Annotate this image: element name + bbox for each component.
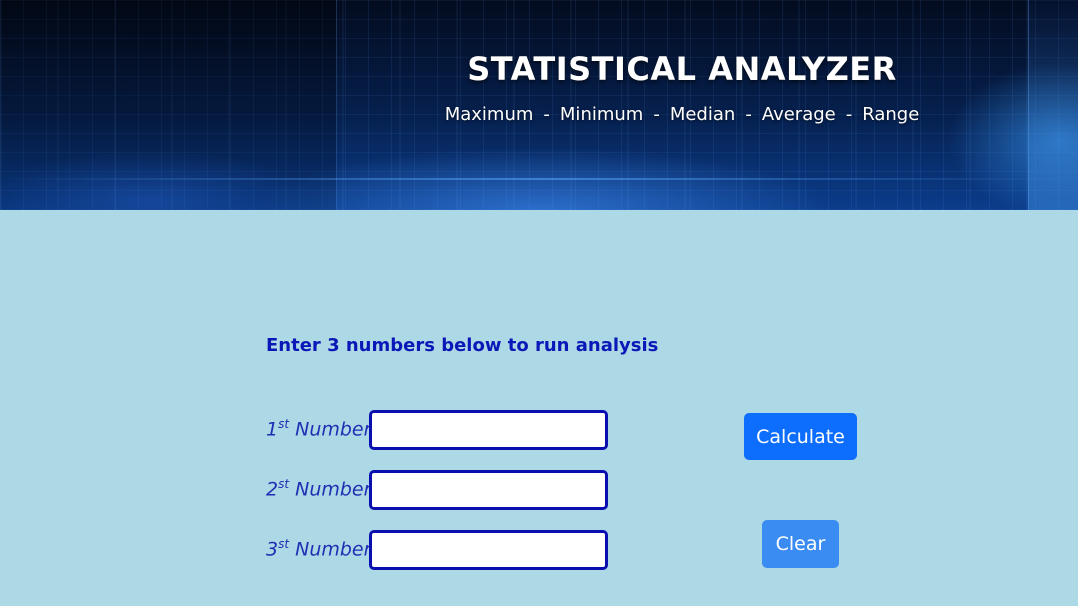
calculate-button[interactable]: Calculate (744, 413, 857, 460)
third-number-input[interactable] (369, 530, 608, 570)
second-number-suffix: st (278, 477, 290, 491)
first-number-input[interactable] (369, 410, 608, 450)
banner-left-panel (0, 0, 337, 210)
subtitle-separator: - (845, 104, 853, 125)
first-number-ordinal: 1 (266, 418, 279, 441)
clear-button[interactable]: Clear (762, 520, 839, 568)
page-title: STATISTICAL ANALYZER (467, 50, 897, 88)
subtitle-item-range: Range (862, 104, 920, 125)
first-number-label: 1st Number (266, 417, 371, 440)
subtitle-separator: - (745, 104, 752, 125)
third-number-suffix: st (278, 537, 290, 551)
second-number-label-text: Number (295, 478, 372, 501)
subtitle-separator: - (653, 104, 660, 125)
page-subtitle: Maximum - Minimum - Median - Average - Range (336, 104, 1028, 125)
second-number-ordinal: 2 (266, 478, 279, 501)
subtitle-item-average: Average (761, 104, 836, 125)
subtitle-item-median: Median (669, 104, 736, 125)
subtitle-separator: - (543, 104, 550, 125)
second-number-label: 2st Number (266, 477, 371, 500)
third-number-ordinal: 3 (266, 538, 279, 561)
third-number-label: 3st Number (266, 537, 371, 560)
instruction-text: Enter 3 numbers below to run analysis (266, 335, 659, 356)
header-banner: STATISTICAL ANALYZER Maximum - Minimum - Med… (0, 0, 1078, 210)
first-number-suffix: st (278, 417, 290, 431)
subtitle-item-maximum: Maximum (444, 104, 534, 125)
banner-glow-line (0, 178, 1078, 180)
subtitle-item-minimum: Minimum (559, 104, 644, 125)
first-number-label-text: Number (295, 418, 372, 441)
second-number-input[interactable] (369, 470, 608, 510)
third-number-label-text: Number (295, 538, 372, 561)
banner-right-panel (1028, 0, 1078, 210)
